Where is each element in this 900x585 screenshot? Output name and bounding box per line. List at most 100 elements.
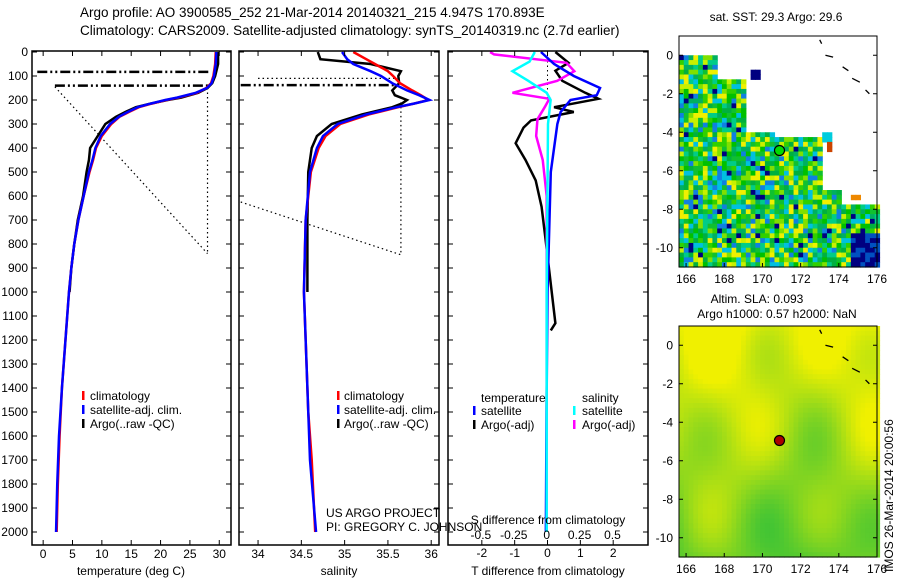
map-cell [817, 480, 823, 486]
map-cell [779, 194, 785, 201]
map-cell [736, 383, 742, 390]
map-cell [717, 504, 723, 510]
lon-tick-label: 166 [676, 272, 696, 286]
map-cell [774, 537, 780, 544]
map-cell [717, 383, 723, 390]
map-cell [693, 383, 699, 390]
map-cell [736, 204, 742, 210]
map-cell [846, 383, 852, 390]
map-cell [822, 393, 828, 399]
map-cell [784, 180, 790, 186]
map-cell [788, 378, 795, 385]
map-cell [769, 547, 776, 553]
map-cell [741, 345, 747, 351]
map-cell [683, 170, 690, 177]
map-cell [679, 532, 685, 539]
map-cell [812, 455, 819, 462]
map-cell [702, 122, 709, 129]
map-cell [807, 199, 814, 206]
lon-tick-label: 166 [676, 562, 696, 576]
map-cell [707, 335, 714, 342]
map-cell [755, 326, 761, 332]
map-cell [807, 214, 814, 220]
map-cell [860, 455, 866, 462]
map-cell [726, 398, 733, 404]
map-cell [712, 257, 718, 263]
map-cell [812, 233, 819, 239]
map-cell [755, 489, 761, 496]
map-cell [717, 132, 723, 138]
map-cell [755, 257, 761, 263]
map-cell [745, 209, 752, 215]
map-cell [712, 330, 718, 337]
map-cell [831, 523, 838, 529]
map-cell [817, 431, 823, 438]
map-cell [841, 532, 847, 539]
map-cell [688, 407, 694, 414]
map-cell [731, 233, 737, 239]
map-cell [760, 141, 766, 148]
map-cell [745, 190, 752, 196]
map-cell [869, 330, 876, 337]
map-cell [698, 431, 704, 438]
map-cell [731, 209, 737, 215]
map-cell [688, 340, 694, 346]
map-cell [760, 398, 766, 404]
map-cell [788, 345, 795, 351]
map-cell [679, 190, 685, 196]
map-cell [793, 364, 799, 370]
map-cell [779, 499, 785, 505]
map-cell [755, 374, 761, 380]
map-cell [798, 378, 804, 385]
map-cell [683, 175, 690, 181]
map-cell [831, 228, 838, 234]
map-cell [826, 422, 833, 428]
map-cell [793, 436, 799, 443]
map-cell [702, 441, 709, 447]
map-cell [798, 223, 804, 230]
map-cell [741, 228, 747, 234]
map-cell [736, 470, 742, 476]
map-cell [779, 190, 785, 196]
map-cell [841, 460, 847, 467]
map-cell [717, 350, 723, 356]
map-cell [793, 185, 799, 191]
map-cell [850, 335, 857, 342]
map-cell [798, 427, 804, 433]
map-cell [793, 518, 799, 524]
map-cell [779, 455, 785, 462]
map-cell [807, 242, 814, 249]
map-cell [726, 422, 733, 428]
map-cell [688, 190, 694, 196]
map-cell [726, 350, 733, 356]
map-cell [688, 132, 694, 138]
map-cell [798, 242, 804, 249]
map-cell [698, 422, 704, 428]
map-cell [793, 151, 799, 157]
map-cell [822, 330, 828, 337]
map-cell [693, 369, 699, 375]
map-cell [721, 93, 728, 100]
map-cell [707, 209, 714, 215]
map-cell [869, 508, 876, 515]
map-cell [855, 228, 861, 234]
map-cell [807, 218, 814, 225]
map-cell [793, 513, 799, 520]
map-cell [769, 407, 776, 414]
map-cell [798, 209, 804, 215]
map-cell [745, 233, 752, 239]
map-cell [698, 69, 704, 76]
map-cell [717, 465, 723, 471]
map-cell [822, 508, 828, 515]
map-cell [784, 141, 790, 148]
map-cell [831, 242, 838, 249]
map-cell [822, 489, 828, 496]
map-cell [755, 345, 761, 351]
map-cell [869, 451, 876, 457]
map-cell [736, 214, 742, 220]
map-cell [755, 233, 761, 239]
map-cell [707, 398, 714, 404]
map-cell [760, 499, 766, 505]
map-cell [702, 146, 709, 153]
